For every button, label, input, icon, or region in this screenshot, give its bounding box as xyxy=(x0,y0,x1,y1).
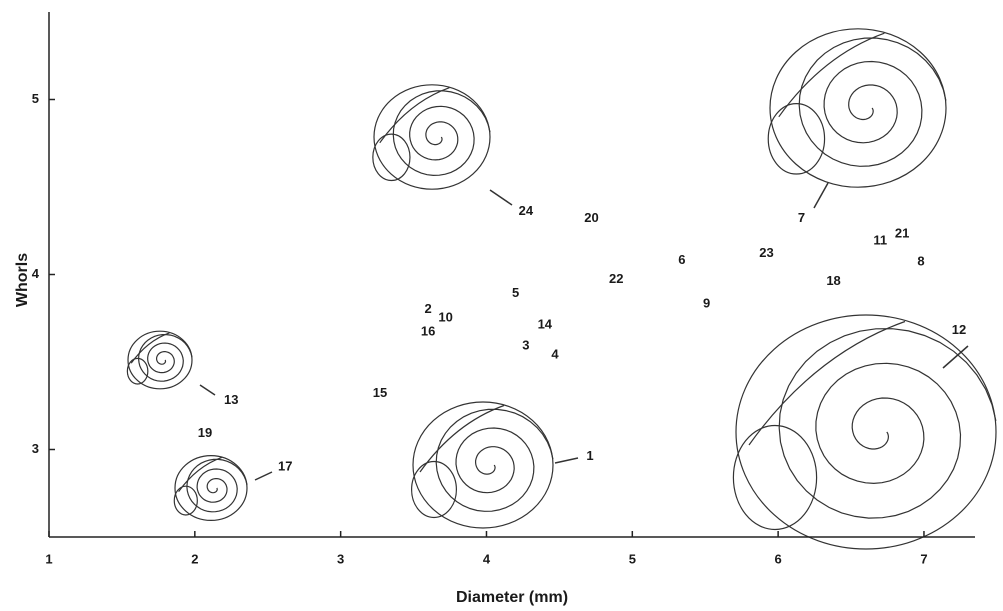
leader-line xyxy=(814,183,828,208)
point-label: 18 xyxy=(826,273,840,288)
point-label: 7 xyxy=(798,210,805,225)
leader-line xyxy=(490,190,512,205)
point-label: 20 xyxy=(584,210,598,225)
x-tick-label: 7 xyxy=(920,551,927,566)
point-label: 19 xyxy=(198,425,212,440)
shell-spiral xyxy=(799,38,946,166)
point-label: 3 xyxy=(522,338,529,353)
x-tick-label: 2 xyxy=(191,551,198,566)
point-label: 4 xyxy=(551,346,559,361)
point-label: 12 xyxy=(952,322,966,337)
x-tick-label: 6 xyxy=(775,551,782,566)
shell-outline xyxy=(374,85,490,189)
shell-outline xyxy=(413,402,553,528)
point-label: 1 xyxy=(586,448,593,463)
shell-outline xyxy=(175,456,247,521)
shell-suture xyxy=(749,322,905,446)
y-tick-label: 4 xyxy=(32,266,40,281)
x-tick-label: 1 xyxy=(45,551,52,566)
point-label: 21 xyxy=(895,226,909,241)
point-label: 2 xyxy=(425,301,432,316)
point-label: 24 xyxy=(519,203,534,218)
y-tick-label: 5 xyxy=(32,91,39,106)
shell-outline xyxy=(128,331,192,389)
x-tick-label: 4 xyxy=(483,551,491,566)
y-axis-label: Whorls xyxy=(14,253,31,307)
shell-spiral xyxy=(139,335,192,382)
point-label: 14 xyxy=(538,317,553,332)
point-label: 23 xyxy=(759,245,773,260)
x-tick-label: 3 xyxy=(337,551,344,566)
shell-outline xyxy=(736,315,996,549)
leader-line xyxy=(555,458,578,463)
point-label: 16 xyxy=(421,324,435,339)
shell-spiral xyxy=(779,329,996,518)
point-label: 22 xyxy=(609,271,623,286)
y-tick-label: 3 xyxy=(32,441,39,456)
shell-drawings xyxy=(127,29,996,549)
point-label: 8 xyxy=(917,254,924,269)
point-label: 17 xyxy=(278,458,292,473)
leader-line xyxy=(943,346,968,368)
point-label: 11 xyxy=(873,233,887,248)
leader-line xyxy=(200,385,215,395)
x-tick-label: 5 xyxy=(629,551,636,566)
point-label: 9 xyxy=(703,296,710,311)
chart: Whorls Diameter (mm) 3451234567242062223… xyxy=(0,0,1003,611)
x-axis-label: Diameter (mm) xyxy=(456,589,568,606)
shell-outline xyxy=(770,29,946,187)
point-label: 10 xyxy=(438,310,452,325)
point-label: 6 xyxy=(678,252,685,267)
leader-line xyxy=(255,472,272,480)
point-label: 5 xyxy=(512,285,519,300)
shell-spiral xyxy=(393,91,490,175)
point-label: 15 xyxy=(373,385,387,400)
shell-spiral xyxy=(436,409,553,511)
point-label: 13 xyxy=(224,392,238,407)
